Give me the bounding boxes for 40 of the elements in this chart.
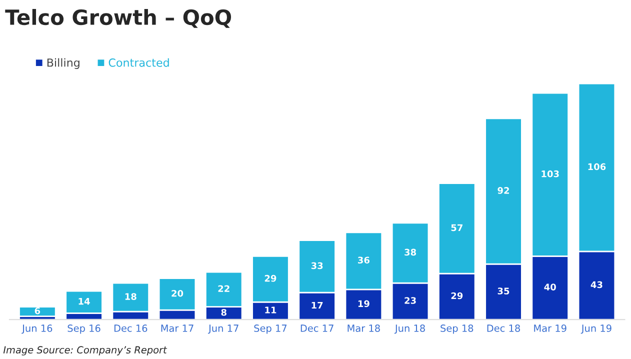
data-label: 29 xyxy=(451,292,463,300)
x-tick-label: Dec 16 xyxy=(114,324,148,332)
x-tick-label: Jun 16 xyxy=(22,324,52,334)
data-label: 57 xyxy=(451,224,462,232)
data-label: 40 xyxy=(544,284,556,290)
legend-label: Billing xyxy=(47,58,80,69)
x-tick-label: Jun 19 xyxy=(580,324,612,334)
data-label: 29 xyxy=(264,274,276,282)
data-label: 17 xyxy=(312,302,323,309)
data-label: 92 xyxy=(498,187,510,194)
data-label: 35 xyxy=(498,288,510,294)
x-tick-label: Sep 16 xyxy=(68,324,100,334)
x-tick-label: Mar 18 xyxy=(348,324,380,332)
data-label: 6 xyxy=(34,307,40,314)
data-label: 11 xyxy=(265,306,276,314)
x-tick-label: Jun 17 xyxy=(208,324,238,334)
data-label: 22 xyxy=(218,285,230,292)
legend-label: Contracted xyxy=(108,58,169,67)
x-tick-label: Mar 17 xyxy=(161,324,194,332)
data-label: 38 xyxy=(404,248,416,256)
data-label: 43 xyxy=(590,281,602,288)
x-tick-label: Mar 19 xyxy=(534,324,566,332)
x-tick-label: Dec 17 xyxy=(300,324,334,332)
data-label: 8 xyxy=(221,308,226,316)
x-tick-label: Sep 18 xyxy=(440,324,474,334)
bar xyxy=(18,306,56,318)
data-label: 23 xyxy=(404,297,416,304)
x-tick-label: Sep 17 xyxy=(254,324,287,334)
data-label: 14 xyxy=(78,298,90,305)
data-label: 33 xyxy=(311,262,323,270)
data-label: 19 xyxy=(358,300,370,308)
x-tick-label: Dec 18 xyxy=(487,324,520,332)
chart-title: Telco Growth – QoQ xyxy=(5,8,232,28)
data-label: 36 xyxy=(358,256,370,264)
data-label: 20 xyxy=(172,290,184,297)
data-label: 103 xyxy=(542,170,559,178)
data-label: 18 xyxy=(125,293,136,300)
data-label: 106 xyxy=(588,163,606,170)
text: Image Source: Company’s Report xyxy=(3,346,168,356)
x-tick-label: Jun 18 xyxy=(394,324,425,334)
